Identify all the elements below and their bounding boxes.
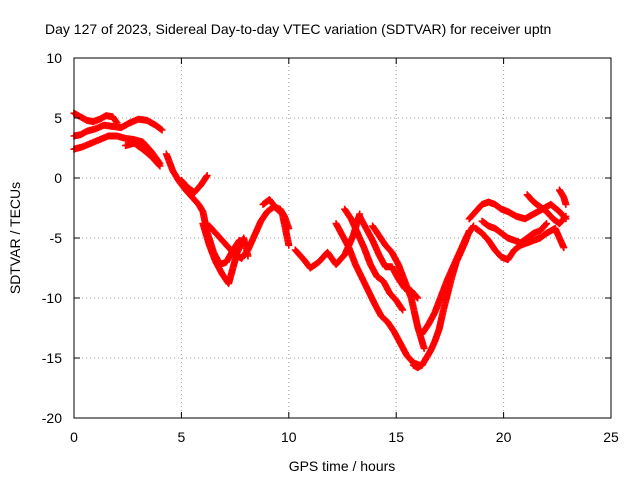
x-tick-label: 5	[178, 429, 186, 445]
data-point	[414, 294, 422, 302]
series-track-d	[122, 139, 164, 170]
x-axis-label: GPS time / hours	[289, 458, 396, 474]
data-point	[562, 212, 570, 220]
data-point	[399, 306, 407, 314]
series-track-s	[478, 217, 551, 247]
series-track-t	[523, 191, 570, 228]
data-point	[156, 162, 164, 170]
data-point	[543, 220, 551, 228]
series-track-a	[70, 109, 121, 127]
series-track-l	[341, 205, 407, 314]
data-point	[542, 221, 550, 229]
y-tick-label: 5	[54, 110, 62, 126]
x-tick-label: 15	[388, 429, 404, 445]
y-tick-label: -5	[50, 230, 63, 246]
data-point	[413, 293, 421, 301]
y-tick-label: -10	[42, 290, 62, 306]
series-track-n	[369, 222, 428, 352]
data-point	[155, 161, 163, 169]
y-tick-label: 10	[46, 50, 62, 66]
y-tick-label: 0	[54, 170, 62, 186]
x-tick-label: 20	[496, 429, 512, 445]
y-axis-label: SDTVAR / TECUs	[7, 182, 23, 294]
x-tick-label: 10	[281, 429, 297, 445]
data-point	[561, 213, 569, 221]
data-point	[562, 200, 570, 208]
data-point	[202, 173, 210, 181]
series-track-f	[177, 172, 211, 196]
series-track-g	[199, 220, 252, 288]
data-point	[398, 305, 406, 313]
x-tick-label: 25	[603, 429, 619, 445]
series-track-b	[70, 115, 166, 140]
data-point	[420, 344, 428, 352]
x-tick-label: 0	[70, 429, 78, 445]
data-point	[560, 244, 568, 252]
series-track-h	[205, 203, 293, 262]
series-track-k	[332, 220, 424, 369]
data-point	[203, 172, 211, 180]
y-tick-label: -20	[42, 410, 62, 426]
y-tick-label: -15	[42, 350, 62, 366]
data-point	[285, 241, 293, 249]
series-track-i	[259, 196, 293, 249]
data-point	[158, 126, 166, 134]
series-track-c	[70, 132, 164, 168]
data-points	[70, 109, 570, 372]
series-track-p	[418, 222, 478, 338]
series-track-u	[555, 186, 570, 208]
axis-ticks: 0 5 10 15 20 25 -20 -15 -10 -5 0 5 10	[42, 50, 619, 445]
chart-title: Day 127 of 2023, Sidereal Day-to-day VTE…	[45, 21, 551, 37]
